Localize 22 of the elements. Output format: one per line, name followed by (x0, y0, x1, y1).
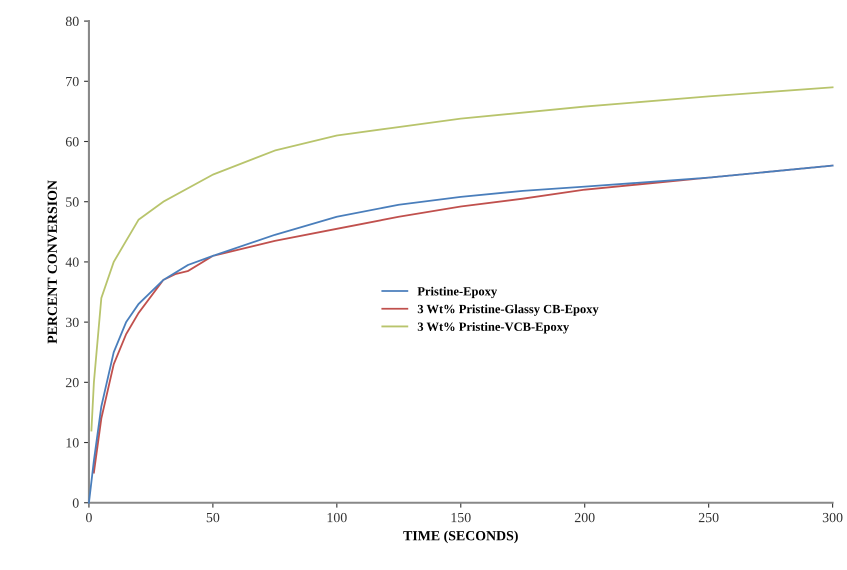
legend-label: 3 Wt% Pristine-Glassy CB-Epoxy (418, 304, 599, 316)
y-tick-label: 70 (66, 76, 79, 86)
x-tick-label: 200 (574, 512, 595, 522)
x-tick-label: 100 (328, 512, 347, 522)
y-tick-label: 40 (66, 258, 79, 267)
y-tick-label: 0 (72, 498, 79, 508)
y-tick-label: 80 (66, 16, 79, 26)
y-tick-label: 30 (66, 318, 79, 328)
x-tick-label: 50 (206, 512, 220, 522)
legend-label: 3 Wt% Pristine-VCB-Epoxy (418, 322, 570, 334)
y-tick-label: 60 (66, 137, 79, 146)
y-tick-label: 10 (66, 438, 79, 448)
x-axis-title: TIME (SECONDS) (403, 530, 518, 544)
x-tick-label: 0 (86, 512, 92, 522)
line-series (90, 86, 834, 432)
y-axis-title: PERCENT CONVERSION (48, 180, 58, 344)
y-tick-label: 20 (66, 378, 79, 388)
legend-label: Pristine-Epoxy (418, 286, 498, 298)
x-tick-label: 250 (698, 512, 719, 522)
x-tick-label: 300 (822, 512, 842, 522)
x-tick-label: 150 (452, 512, 471, 522)
y-tick-label: 50 (66, 197, 79, 207)
